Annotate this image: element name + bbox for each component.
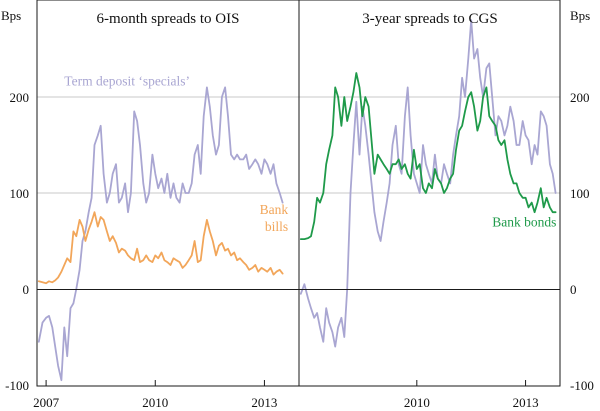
annotation-bank-bills: Bank bills bbox=[260, 202, 289, 234]
series-layer bbox=[37, 19, 557, 382]
series-line-bank-bills bbox=[37, 211, 284, 285]
y-unit-label-left: Bps bbox=[1, 8, 21, 23]
annotation-bank-bonds: Bank bonds bbox=[492, 215, 556, 230]
series-line-bank-bonds bbox=[299, 72, 557, 240]
panel-title-right: 3-year spreads to CGS bbox=[362, 11, 497, 27]
y-unit-label-right: Bps bbox=[570, 8, 590, 23]
x-tick-label: 2007 bbox=[33, 395, 60, 410]
x-tick-label: 2010 bbox=[404, 395, 430, 410]
y-tick-label-right: 100 bbox=[570, 186, 590, 201]
y-tick-label-right: -100 bbox=[570, 378, 594, 393]
y-tick-label-left: -100 bbox=[5, 378, 29, 393]
series-line-term-deposit-specials bbox=[37, 86, 284, 382]
series-line-term-deposit-specials bbox=[299, 19, 557, 348]
x-tick-label: 2013 bbox=[513, 395, 539, 410]
y-tick-label-left: 0 bbox=[23, 282, 30, 297]
x-tick-label: 2013 bbox=[251, 395, 277, 410]
x-tick-label: 2010 bbox=[142, 395, 168, 410]
axis-ticks: -100 -100 0 0 100 100 200 200 2007 2010 2013 2010 20… bbox=[5, 90, 594, 410]
y-tick-label-left: 100 bbox=[10, 186, 30, 201]
series-annotations: Term deposit ‘specials’ Bank bills Bank bon… bbox=[64, 73, 556, 234]
y-tick-label-right: 200 bbox=[570, 90, 590, 105]
y-tick-label-right: 0 bbox=[570, 282, 577, 297]
y-tick-label-left: 200 bbox=[10, 90, 30, 105]
annotation-term-deposit-specials: Term deposit ‘specials’ bbox=[64, 73, 190, 88]
panel-title-left: 6-month spreads to OIS bbox=[97, 11, 240, 27]
